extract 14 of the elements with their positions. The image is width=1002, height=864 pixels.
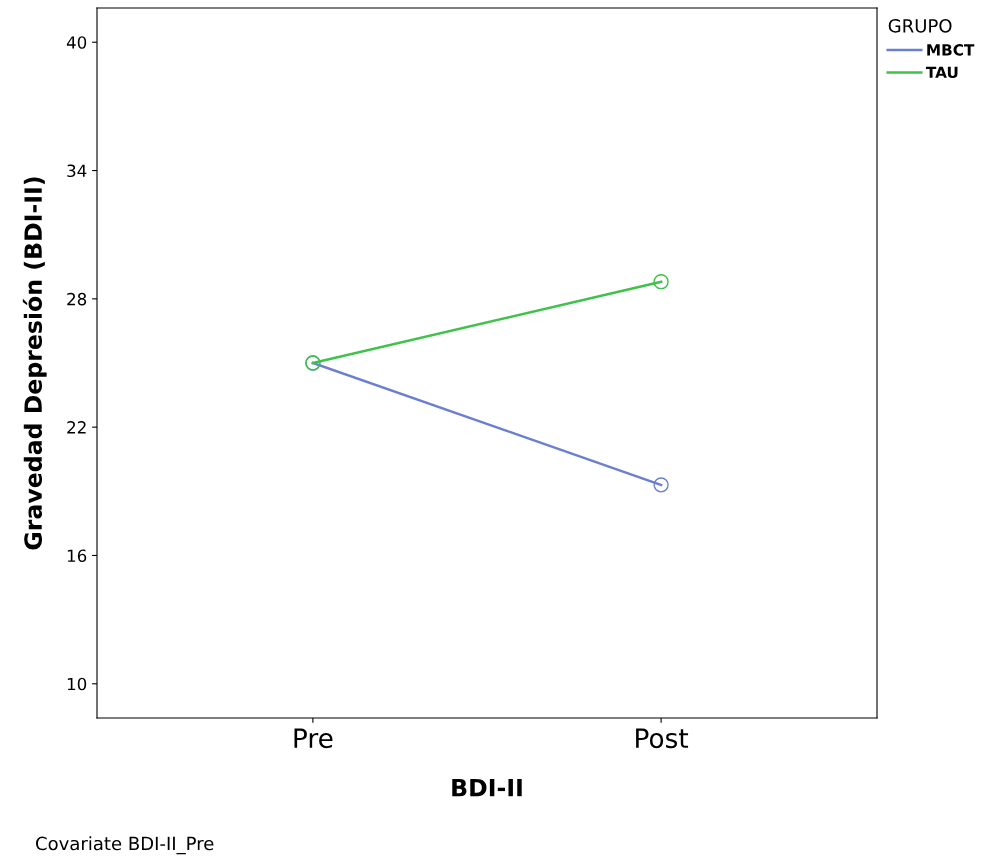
- y-tick-label: 40: [66, 36, 87, 49]
- y-tick-label: 10: [67, 677, 87, 691]
- y-tick-label: 34: [67, 164, 87, 178]
- legend-label: TAU: [925, 66, 958, 79]
- text: Covariate BDI-II_Pre: [36, 836, 214, 855]
- legend-label: MBCT: [927, 44, 975, 56]
- y-tick-label: 22: [67, 421, 86, 434]
- legend-title: GRUPO: [888, 19, 952, 33]
- x-tick-label: Pre: [294, 728, 333, 749]
- y-axis-title: Gravedad Depresión (BDI-II): [22, 177, 47, 550]
- x-axis-title: BDI-II: [452, 778, 522, 797]
- x-tick-label: Post: [636, 728, 689, 749]
- y-tick-label: 16: [67, 549, 87, 563]
- y-tick-label: 28: [67, 292, 87, 306]
